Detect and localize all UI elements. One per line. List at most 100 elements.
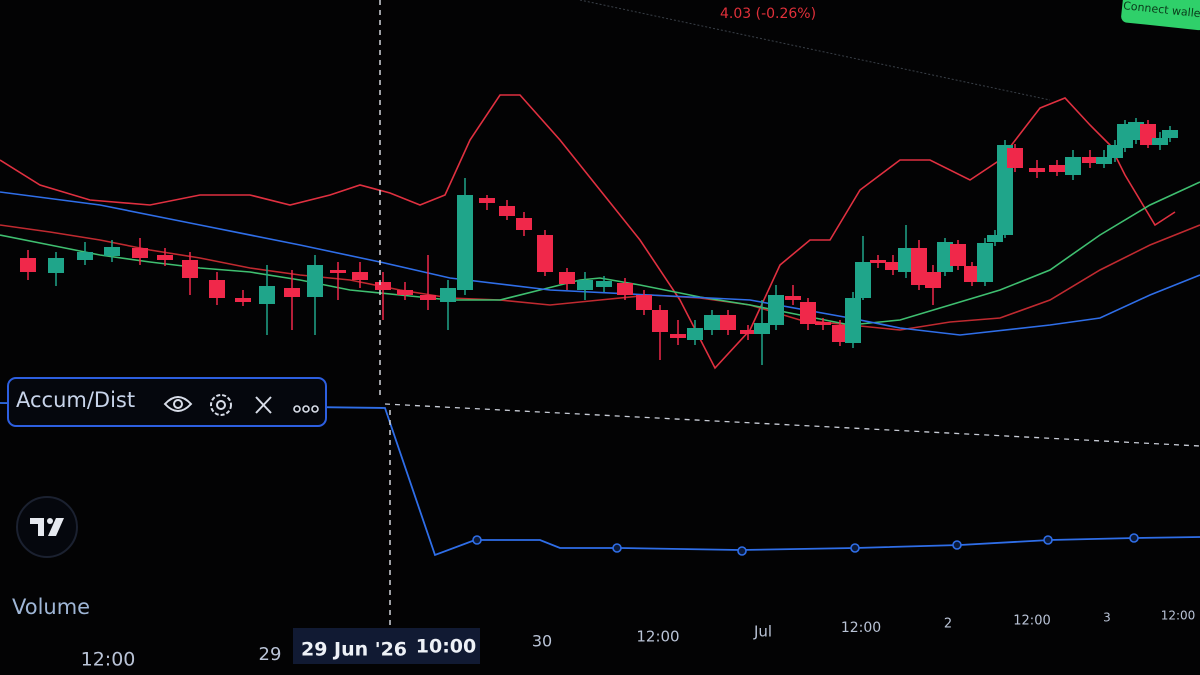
price-plot [0, 94, 1200, 557]
volume-label: Volume [12, 595, 90, 619]
more-icon[interactable] [293, 405, 319, 413]
candle-body [885, 262, 901, 270]
price-change: 4.03 (-0.26%) [720, 6, 816, 22]
indicator-name: Accum/Dist [16, 388, 135, 412]
candle-body [1065, 157, 1081, 175]
time-tick-label: 12:00 [1013, 614, 1050, 629]
candle-body [104, 247, 120, 256]
time-tick-label: 30 [532, 632, 552, 651]
candle-body [617, 283, 633, 295]
time-tick-label: 12:00 [636, 628, 679, 646]
candle-body [832, 325, 848, 342]
candle-body [397, 290, 413, 295]
candle-body [740, 330, 756, 334]
candle-body [20, 258, 36, 272]
accum-dist-point [952, 540, 962, 550]
candle-body [182, 260, 198, 278]
candle-body [537, 235, 553, 272]
candle-body [870, 260, 886, 263]
indicator-line [0, 181, 1200, 326]
time-tick-label: 12:00 [81, 649, 136, 671]
indicator-legend: Accum/Dist [7, 377, 327, 427]
indicator-line [0, 94, 1176, 370]
close-icon[interactable] [255, 396, 272, 414]
candle-body [235, 298, 251, 302]
candle-body [559, 272, 575, 284]
candle-body [1152, 138, 1168, 145]
candle-body [964, 266, 980, 282]
candle-body [157, 255, 173, 260]
candle-body [479, 198, 495, 203]
candle-body [1107, 145, 1123, 158]
candle-body [977, 243, 993, 282]
trend-line [579, 0, 1051, 101]
time-tick-label: Jul [753, 623, 772, 641]
candle-body [937, 242, 953, 272]
candle-body [898, 248, 914, 272]
crosshair-time: 10:00 [416, 636, 476, 658]
time-tick-label: 29 [259, 644, 282, 665]
candle-body [855, 262, 871, 298]
accum-dist-point [612, 543, 622, 553]
candle-body [720, 315, 736, 330]
connect-wallet-button[interactable]: Connect wallet [1121, 0, 1200, 31]
logo[interactable] [16, 496, 78, 558]
indicator-line [0, 191, 1200, 336]
candle-body [420, 295, 436, 300]
candle-body [911, 248, 927, 285]
candle-body [1162, 130, 1178, 138]
accum-dist-point [737, 546, 747, 556]
candle-body [516, 218, 532, 230]
candle-body [925, 272, 941, 288]
eye-icon[interactable] [163, 396, 193, 412]
candle-body [330, 270, 346, 273]
candle-body [636, 295, 652, 310]
candle-body [687, 328, 703, 340]
candle-body [259, 286, 275, 304]
candle-body [132, 248, 148, 258]
time-tick-label: 12:00 [1161, 609, 1196, 623]
button-bg[interactable] [1121, 0, 1200, 31]
candle-body [845, 298, 861, 343]
crosshair-label-bg [293, 628, 480, 664]
accum-dist-point [1043, 535, 1053, 545]
candle-body [375, 282, 391, 290]
time-tick-label: 12:00 [841, 620, 881, 636]
candle-body [209, 280, 225, 298]
candle-body [1082, 157, 1098, 163]
candle-body [457, 195, 473, 290]
candle-body [48, 258, 64, 273]
accum-dist-point [1129, 533, 1139, 543]
settings-icon[interactable] [210, 394, 232, 416]
candle-body [754, 323, 770, 334]
candle-body [1049, 165, 1065, 172]
candle-body [352, 272, 368, 280]
crosshair-horizontal [384, 403, 1200, 447]
candle-body [1029, 168, 1045, 172]
indicator-line [0, 224, 1200, 331]
candle-body [652, 310, 668, 332]
accum-dist-point [850, 543, 860, 553]
candle-body [704, 315, 720, 330]
candle-body [670, 334, 686, 338]
time-axis: 12:00 29 30 12:00 Jul 12:00 2 12:00 3 12:00 [81, 609, 1196, 671]
candle-body [284, 288, 300, 297]
candle-body [596, 281, 612, 287]
candle-body [307, 265, 323, 297]
candle-body [77, 252, 93, 260]
candle-body [440, 288, 456, 302]
candle-body [768, 295, 784, 325]
candle-body [499, 206, 515, 216]
candle-body [950, 244, 966, 266]
time-tick-label: 3 [1103, 611, 1111, 625]
candle-body [1007, 148, 1023, 168]
crosshair-date: 29 Jun '26 [301, 639, 407, 661]
candle-body [577, 280, 593, 290]
candle-body [1096, 157, 1112, 164]
candle-body [987, 235, 1003, 242]
time-tick-label: 2 [944, 617, 952, 632]
candle-body [785, 296, 801, 300]
